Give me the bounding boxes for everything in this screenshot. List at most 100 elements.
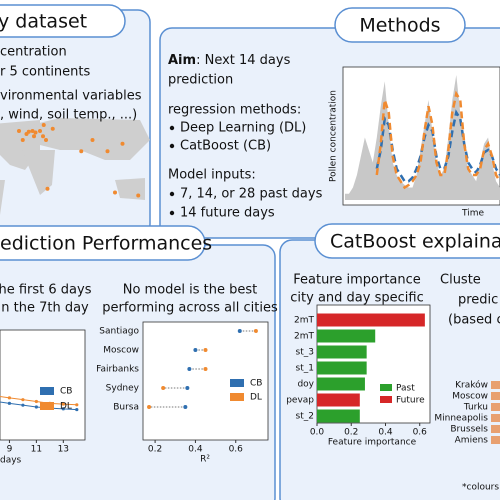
text: vironmental variables bbox=[0, 89, 142, 104]
text: Santiago bbox=[99, 327, 139, 337]
city-swatch bbox=[491, 392, 500, 400]
text: Cluste bbox=[440, 273, 481, 288]
text: 0.0 bbox=[310, 428, 325, 438]
header-pill bbox=[0, 225, 206, 261]
text: Bursa bbox=[113, 403, 139, 413]
chart-frame bbox=[142, 321, 269, 441]
bar bbox=[317, 393, 360, 407]
text: st_2 bbox=[296, 412, 314, 422]
dot bbox=[237, 329, 242, 333]
point bbox=[7, 396, 12, 400]
city-swatch bbox=[491, 436, 500, 444]
text: 2mT bbox=[294, 332, 314, 342]
dot bbox=[203, 367, 208, 371]
station bbox=[90, 138, 95, 142]
text: predic bbox=[458, 293, 498, 308]
text: n the 7th day bbox=[1, 301, 89, 316]
bar bbox=[317, 345, 367, 359]
text: 0.2 bbox=[344, 428, 358, 438]
header-pill bbox=[0, 4, 126, 38]
point bbox=[21, 403, 25, 407]
panel-title: CatBoost explainab bbox=[330, 231, 500, 253]
text: DL bbox=[250, 393, 262, 403]
bullet bbox=[169, 191, 175, 197]
text: 7, 14, or 28 past days bbox=[180, 187, 323, 202]
legend-swatch bbox=[40, 402, 54, 410]
station bbox=[50, 126, 55, 131]
bar bbox=[317, 361, 367, 375]
station bbox=[20, 138, 25, 142]
bar bbox=[317, 313, 425, 327]
panel-title: y dataset bbox=[0, 11, 87, 33]
text: 11 bbox=[31, 445, 42, 455]
text: 0.4 bbox=[378, 428, 393, 438]
legend-swatch bbox=[380, 384, 392, 391]
city-swatch bbox=[491, 414, 500, 422]
text: 0.4 bbox=[188, 445, 203, 455]
text: Moscow bbox=[452, 392, 488, 402]
text: Pollen concentration bbox=[329, 90, 339, 182]
bullet bbox=[169, 143, 175, 149]
text: Minneapolis bbox=[434, 414, 488, 424]
station bbox=[113, 190, 117, 195]
dot bbox=[203, 348, 208, 352]
text: 0.6 bbox=[413, 428, 428, 438]
text: Moscow bbox=[103, 346, 139, 356]
text: Model inputs: bbox=[168, 168, 256, 183]
text: city and day specific bbox=[290, 291, 423, 306]
text: st_3 bbox=[296, 348, 314, 358]
text: prediction bbox=[168, 73, 233, 88]
text: regression methods: bbox=[168, 103, 301, 118]
city-swatch bbox=[491, 381, 500, 389]
text: r 5 continents bbox=[0, 65, 91, 80]
station bbox=[45, 186, 50, 191]
text: Past bbox=[396, 384, 415, 394]
text: 13 bbox=[58, 445, 69, 455]
aim-label: Aim bbox=[168, 53, 196, 68]
dot bbox=[161, 386, 166, 390]
legend-swatch bbox=[230, 379, 244, 387]
text: st_1 bbox=[296, 364, 314, 374]
chart-frame bbox=[0, 329, 86, 441]
text: doy bbox=[297, 380, 314, 390]
text: Feature importance bbox=[328, 438, 417, 448]
text: , wind, soil temp., ...) bbox=[0, 108, 137, 123]
station bbox=[17, 129, 21, 133]
text: No model is the best bbox=[123, 283, 258, 298]
station bbox=[26, 129, 31, 134]
bar bbox=[317, 329, 376, 343]
point bbox=[7, 401, 12, 405]
dot bbox=[253, 329, 258, 333]
station bbox=[38, 129, 42, 133]
dot bbox=[183, 405, 188, 409]
text: 0.6 bbox=[229, 445, 244, 455]
text: Future bbox=[396, 396, 425, 406]
station bbox=[41, 134, 45, 139]
station bbox=[33, 130, 38, 135]
city-swatch bbox=[491, 425, 500, 433]
text: Amiens bbox=[455, 436, 489, 446]
text: performing across all cities bbox=[102, 301, 278, 316]
point bbox=[61, 402, 65, 406]
text: pevap bbox=[286, 396, 314, 406]
station bbox=[41, 123, 46, 127]
text: Deep Learning (DL) bbox=[180, 121, 306, 136]
station bbox=[79, 149, 84, 154]
point bbox=[34, 405, 38, 409]
station bbox=[30, 129, 35, 133]
text: Kraków bbox=[455, 380, 488, 391]
text: Fairbanks bbox=[96, 365, 139, 375]
text: Time bbox=[461, 209, 484, 219]
dot bbox=[185, 386, 190, 390]
text: he first 6 days bbox=[0, 283, 92, 298]
text: Feature importance bbox=[293, 273, 421, 288]
bar bbox=[317, 409, 360, 423]
text: 14 future days bbox=[180, 206, 275, 221]
text: days bbox=[0, 456, 22, 466]
station bbox=[136, 193, 141, 198]
aim-text: : Next 14 days bbox=[196, 53, 291, 68]
station bbox=[105, 149, 110, 154]
text: (based c bbox=[448, 313, 500, 328]
point bbox=[34, 399, 38, 404]
header-pill bbox=[314, 223, 500, 259]
